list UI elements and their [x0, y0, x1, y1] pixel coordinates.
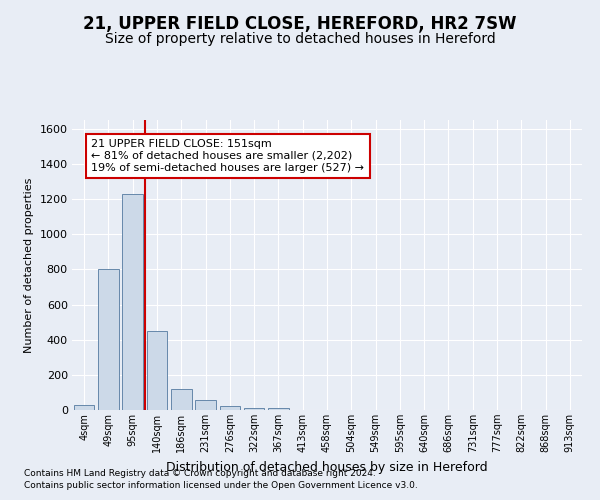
Bar: [98, 270, 119, 410]
Text: 21 UPPER FIELD CLOSE: 151sqm
← 81% of detached houses are smaller (2,202)
19% of: 21 UPPER FIELD CLOSE: 151sqm ← 81% of de…: [91, 140, 364, 172]
X-axis label: Distribution of detached houses by size in Hereford: Distribution of detached houses by size …: [166, 460, 488, 473]
Bar: [244, 408, 265, 410]
Bar: [146, 331, 167, 410]
Y-axis label: Number of detached properties: Number of detached properties: [24, 178, 34, 352]
Bar: [74, 404, 94, 410]
Bar: [122, 194, 143, 410]
Bar: [220, 406, 240, 410]
Bar: [268, 408, 289, 410]
Text: 21, UPPER FIELD CLOSE, HEREFORD, HR2 7SW: 21, UPPER FIELD CLOSE, HEREFORD, HR2 7SW: [83, 15, 517, 33]
Text: Contains public sector information licensed under the Open Government Licence v3: Contains public sector information licen…: [24, 481, 418, 490]
Bar: [195, 400, 216, 410]
Text: Size of property relative to detached houses in Hereford: Size of property relative to detached ho…: [104, 32, 496, 46]
Bar: [171, 389, 191, 410]
Text: Contains HM Land Registry data © Crown copyright and database right 2024.: Contains HM Land Registry data © Crown c…: [24, 468, 376, 477]
